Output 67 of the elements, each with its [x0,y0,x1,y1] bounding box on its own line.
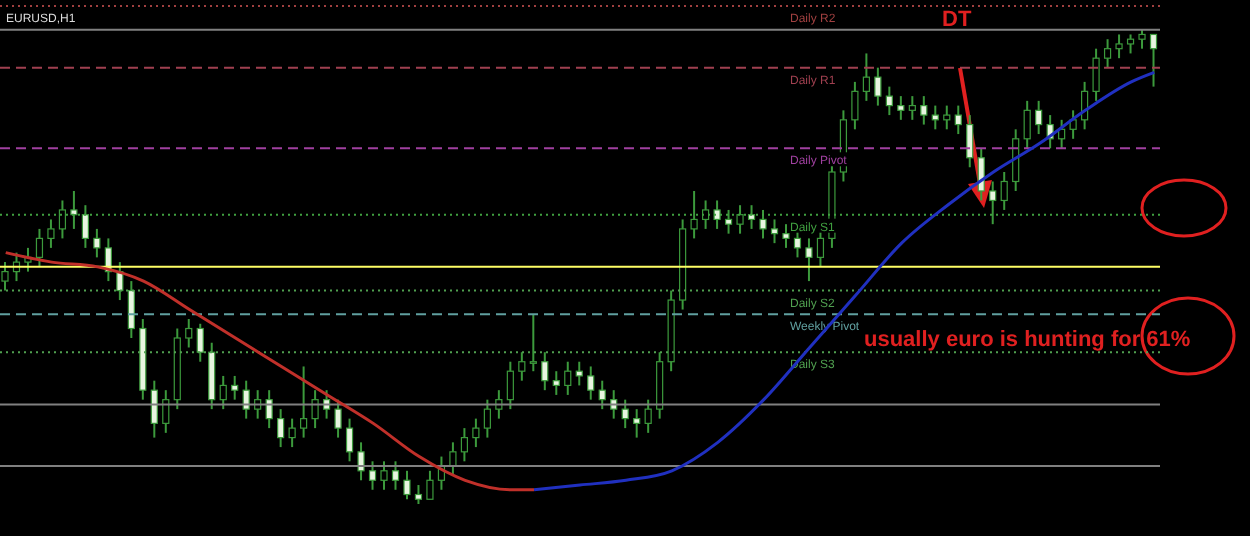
candlestick [1115,33,1123,60]
candlestick [1149,33,1158,88]
candlestick [805,237,813,283]
candlestick [885,85,893,117]
candlestick [483,398,491,439]
candlestick [47,218,55,249]
candlestick [208,341,216,411]
candlestick [552,370,560,396]
candlestick [506,360,514,411]
candlestick [931,104,939,131]
annotation: DT [942,8,972,32]
candlestick [1000,171,1008,211]
candlestick [966,114,974,169]
candlestick [1138,28,1146,50]
candlestick [162,389,170,434]
candlestick [300,365,308,439]
candlestick [862,52,870,102]
candlestick [1069,109,1077,140]
candlestick [943,104,951,131]
candlestick [414,484,423,504]
candlestick [1103,38,1112,69]
candlestick [288,417,296,449]
annotation: usually euro is hunting for 61% [864,328,1191,352]
candlestick [472,417,480,449]
candlestick [1035,99,1043,136]
candlestick [403,469,411,501]
candlestick [357,441,365,482]
candlestick [874,66,882,107]
candlestick [231,374,239,401]
candlestick [1126,33,1135,55]
candlestick [518,351,526,382]
candlestick [851,80,859,131]
candlestick [782,223,790,249]
candlestick [219,374,227,411]
candlestick [311,389,319,430]
candlestick [127,280,135,339]
candlestick [449,441,457,477]
candlestick [644,398,652,434]
candlestick [116,261,124,302]
candlestick [897,95,905,121]
candlestick [391,460,400,491]
candlestick [587,365,595,401]
candlestick [426,469,434,501]
candlestick [345,417,354,463]
candlestick [908,95,916,121]
candlestick [185,318,193,349]
candlestick [575,360,583,387]
candlestick [920,95,928,126]
candlestick [598,379,606,411]
candlestick [277,408,285,449]
candlestick [380,460,388,491]
candlestick [35,227,44,268]
candlestick [633,408,641,439]
candlestick [541,351,549,392]
candlestick [656,351,664,420]
candlestick [529,313,537,373]
candlestick [1092,47,1100,102]
candlestick [621,398,629,430]
candlestick [460,427,469,463]
candlestick [564,360,572,396]
candlestick [93,227,101,259]
candlestick [368,460,377,491]
candlestick [495,389,503,420]
candlestick [150,379,158,439]
candlestick [196,322,204,363]
candlestick [954,104,962,136]
candlestick [1023,99,1031,150]
